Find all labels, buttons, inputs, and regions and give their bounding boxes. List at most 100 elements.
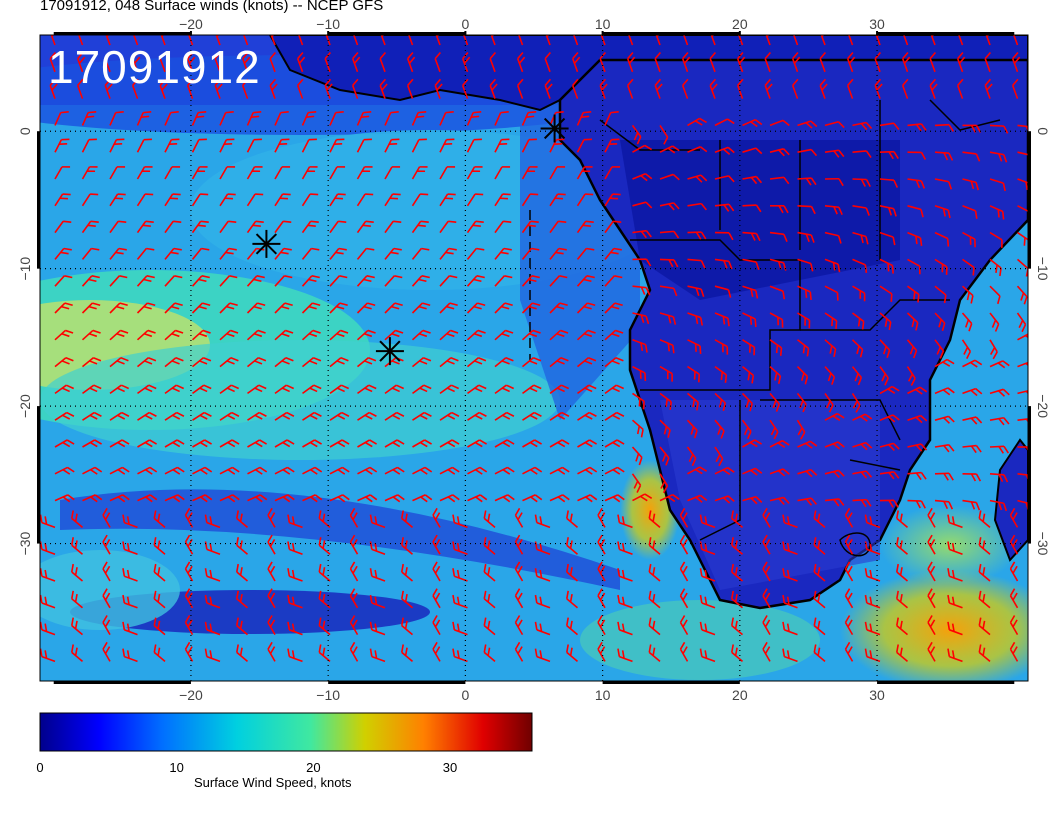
wind-barb xyxy=(191,302,211,314)
wind-barb xyxy=(852,441,873,451)
wind-barb xyxy=(411,329,431,341)
wind-barb xyxy=(534,568,551,582)
wind-barb xyxy=(962,416,983,425)
wind-barb xyxy=(204,541,221,555)
wind-barb xyxy=(82,411,102,421)
wind-barb xyxy=(879,178,899,188)
lon-tick-label-bottom: 30 xyxy=(869,687,885,703)
wind-barb xyxy=(895,537,909,555)
wind-barb xyxy=(109,494,130,503)
wind-barb xyxy=(549,302,568,314)
wind-barb xyxy=(714,118,735,127)
wind-barb xyxy=(1017,446,1028,455)
wind-barb xyxy=(659,419,671,438)
wind-barb xyxy=(978,510,991,529)
wind-barb xyxy=(122,541,138,555)
wind-barb xyxy=(796,366,809,385)
wind-barb xyxy=(356,329,376,341)
wind-barb xyxy=(184,641,194,662)
wind-barb xyxy=(219,220,237,234)
wind-barb xyxy=(521,329,541,341)
wind-barb xyxy=(962,231,976,248)
wind-barb xyxy=(947,648,963,663)
lon-tick-label-top: 30 xyxy=(869,16,885,32)
wind-barb xyxy=(400,537,414,555)
wind-barb xyxy=(604,193,621,207)
wind-barb xyxy=(521,275,540,287)
wind-barb xyxy=(632,365,647,382)
wind-barb xyxy=(54,302,73,314)
wind-barb xyxy=(329,494,350,503)
wind-barb xyxy=(577,494,598,503)
frame-bar-top xyxy=(53,32,191,35)
wind-barb xyxy=(687,312,704,326)
wind-barb xyxy=(648,644,661,663)
wind-barb xyxy=(483,590,496,609)
wind-barb xyxy=(489,35,498,46)
wind-barb xyxy=(274,166,291,180)
wind-barb xyxy=(604,220,622,234)
wind-barb xyxy=(191,357,212,368)
wind-barb xyxy=(989,339,998,360)
wind-barb xyxy=(906,339,918,359)
wind-barb xyxy=(1017,231,1028,249)
wind-barb xyxy=(901,78,909,99)
wind-barb xyxy=(549,247,567,260)
wind-barb xyxy=(989,231,1003,248)
wind-barb xyxy=(516,51,526,73)
wind-barb xyxy=(947,514,963,529)
wind-barb xyxy=(514,641,524,662)
wind-barb xyxy=(159,51,167,73)
wind-barb xyxy=(204,514,221,529)
wind-barb xyxy=(679,641,689,662)
wind-barb xyxy=(411,166,428,180)
wind-barb xyxy=(329,220,347,234)
wind-barb xyxy=(709,35,718,46)
lat-tick-label-right: 0 xyxy=(1035,127,1051,135)
wind-barb xyxy=(907,471,927,481)
wind-barb xyxy=(351,35,359,46)
wind-barb xyxy=(544,51,552,73)
wind-barb xyxy=(742,285,759,299)
wind-barb xyxy=(549,439,570,448)
wind-barb xyxy=(439,193,456,207)
wind-barb xyxy=(137,384,157,395)
wind-barb xyxy=(797,258,814,272)
wind-barb xyxy=(494,138,510,153)
wind-barb xyxy=(287,541,303,555)
wind-barb xyxy=(214,78,223,99)
wind-barb xyxy=(797,497,818,506)
wind-barb xyxy=(741,392,753,412)
wind-barb xyxy=(302,439,322,448)
wind-barb xyxy=(136,111,152,126)
wind-barb xyxy=(384,111,399,126)
wind-barb xyxy=(246,193,264,207)
wind-barb xyxy=(494,111,509,126)
lat-tick-label-left: −30 xyxy=(17,531,33,555)
wind-barb xyxy=(742,175,763,185)
wind-barb xyxy=(122,568,138,582)
wind-barb xyxy=(852,312,865,330)
wind-barb xyxy=(54,193,71,207)
wind-barb xyxy=(274,193,291,207)
wind-barb xyxy=(522,466,543,475)
wind-barb xyxy=(617,594,633,609)
wind-barb xyxy=(214,35,223,46)
wind-barb xyxy=(604,302,623,314)
wind-barb xyxy=(864,541,881,555)
wind-barb xyxy=(70,563,84,582)
wind-barb xyxy=(122,514,138,529)
wind-barb xyxy=(741,419,752,440)
wind-barb xyxy=(626,51,636,73)
wind-barb xyxy=(109,166,126,180)
wind-barb xyxy=(54,220,72,234)
wind-barb xyxy=(824,149,845,158)
wind-barb xyxy=(302,466,323,475)
wind-barb xyxy=(549,466,570,475)
wind-barb xyxy=(434,35,443,46)
wind-barb xyxy=(137,439,157,448)
wind-barb xyxy=(631,473,642,493)
wind-barb xyxy=(989,416,1010,426)
wind-barb xyxy=(544,35,553,46)
wind-barb xyxy=(70,510,84,529)
